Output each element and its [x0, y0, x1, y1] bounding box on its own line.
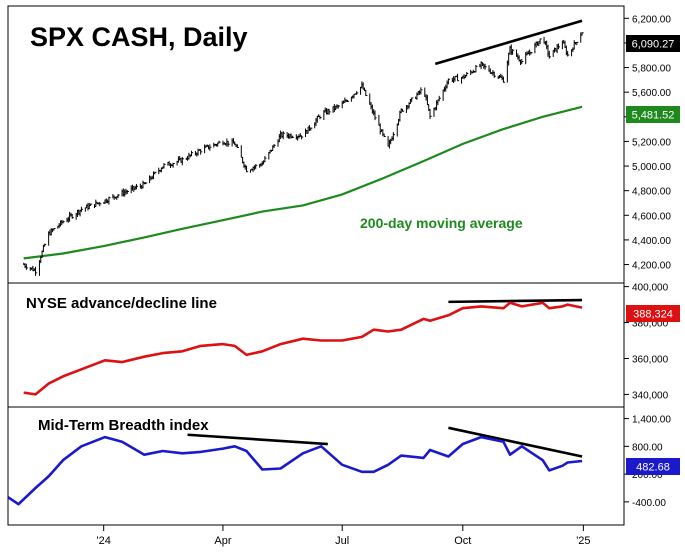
trendline — [434, 19, 583, 66]
ad-last-value-box — [626, 305, 680, 322]
trendline — [448, 426, 583, 458]
ad-last-value: 388,324 — [633, 309, 673, 321]
ad-trendlines — [448, 298, 583, 304]
panel-breadth-frame — [7, 406, 625, 526]
ad-data — [23, 301, 583, 396]
y-tick-label: 200.00 — [632, 470, 663, 481]
y-tick-label: 340,000 — [632, 390, 669, 401]
y-tick-label: 4,200.00 — [632, 261, 671, 272]
breadth-index-series — [7, 435, 583, 506]
y-tick-label: 5,200.00 — [632, 137, 671, 148]
breadth-last-value-box — [626, 458, 680, 475]
breadth-last-value-badge: 482.68 — [626, 458, 680, 475]
y-tick-label: 5,600.00 — [632, 88, 671, 99]
ad-last-value-badge: 388,324 — [626, 305, 680, 322]
price-trendlines — [434, 19, 583, 66]
trendline — [187, 433, 328, 446]
breadth-last-value: 482.68 — [636, 462, 670, 474]
trendline — [448, 298, 583, 304]
y-tick-label: -400.00 — [632, 498, 666, 509]
moving-average-value: 5,481.52 — [632, 110, 675, 122]
breadth-title: Mid-Term Breadth index — [38, 417, 209, 434]
y-tick-label: 360,000 — [632, 354, 669, 365]
x-tick-label: '25 — [576, 535, 590, 547]
y-tick-label: 4,400.00 — [632, 236, 671, 247]
price-data — [23, 32, 584, 276]
y-tick-label: 5,800.00 — [632, 64, 671, 75]
moving-average-value-box — [626, 106, 680, 123]
y-tick-label: 800.00 — [632, 442, 663, 453]
panel-price: SPX CASH, Daily 200-day moving average 4… — [7, 5, 680, 284]
moving-average-value-badge: 5,481.52 — [626, 106, 680, 123]
y-tick-label: 400,000 — [632, 283, 669, 294]
price-last-value-badge: 6,090.27 — [626, 35, 680, 52]
ad-line-title: NYSE advance/decline line — [26, 295, 217, 312]
moving-average-line — [23, 105, 583, 260]
breadth-trendlines — [187, 426, 583, 458]
breadth-data — [7, 435, 583, 506]
y-tick-label: 380,000 — [632, 319, 669, 330]
price-last-value: 6,090.27 — [632, 39, 675, 51]
x-axis: '24 Apr Jul Oct '25 — [97, 525, 591, 547]
y-tick-label: 1,400.00 — [632, 415, 671, 426]
ad-axis-ticks: 340,000 360,000 380,000 400,000 — [624, 283, 669, 401]
y-tick-label: 6,200.00 — [632, 14, 671, 25]
x-tick-label: '24 — [97, 535, 111, 547]
panel-ad-line: NYSE advance/decline line 340,000 360,000… — [7, 282, 680, 408]
y-tick-label: 4,800.00 — [632, 187, 671, 198]
x-tick-label: Oct — [454, 535, 471, 547]
moving-average-annotation: 200-day moving average — [360, 215, 523, 231]
x-tick-label: Jul — [335, 535, 349, 547]
price-axis-ticks: 4,200.00 4,400.00 4,600.00 4,800.00 5,000.00… — [624, 14, 671, 272]
price-last-value-box — [626, 35, 680, 52]
price-chart-title: SPX CASH, Daily — [30, 22, 248, 52]
panel-breadth: Mid-Term Breadth index -400.00 200.00 800.… — [7, 406, 680, 526]
y-tick-label: 4,600.00 — [632, 211, 671, 222]
y-tick-label: 5,000.00 — [632, 162, 671, 173]
ad-line-series — [23, 301, 583, 396]
x-tick-label: Apr — [214, 535, 231, 547]
